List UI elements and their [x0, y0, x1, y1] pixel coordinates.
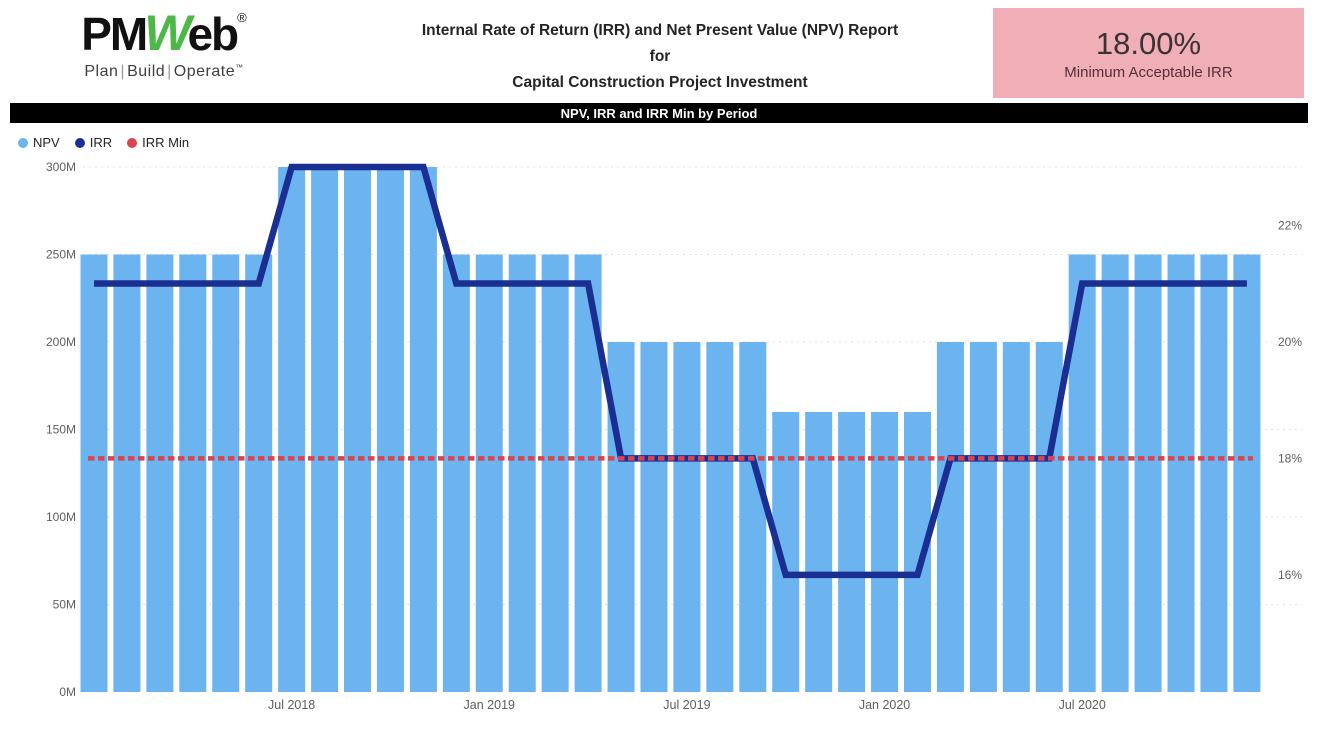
y-left-tick: 200M — [46, 335, 76, 349]
registered-mark: ® — [237, 10, 247, 25]
npv-bar[interactable]: Mar 2020 — NPV: 200M — [936, 342, 964, 692]
legend-item-irr-min[interactable]: IRR Min — [127, 135, 189, 150]
x-tick: Jul 2020 — [1059, 698, 1106, 712]
y-right-tick: 18% — [1278, 451, 1302, 465]
chart-legend: NPV IRR IRR Min — [18, 135, 198, 150]
legend-dot — [127, 137, 138, 148]
npv-bar[interactable]: Nov 2019 — NPV: 160M — [805, 412, 833, 692]
legend-label: IRR — [89, 135, 113, 150]
pmweb-logo-w: W — [144, 5, 191, 61]
legend-label: NPV — [33, 135, 60, 150]
pmweb-logo: PMWeb® Plan | Build | Operate™ — [64, 6, 264, 81]
y-right-tick: 22% — [1278, 218, 1302, 232]
y-left-tick: 250M — [46, 248, 76, 262]
legend-dot — [18, 137, 28, 148]
npv-bar[interactable]: Jul 2019 — NPV: 200M — [673, 342, 701, 692]
npv-bar[interactable]: Dec 2018 — NPV: 250M — [442, 254, 470, 693]
npv-bar[interactable]: Jun 2019 — NPV: 200M — [640, 342, 668, 692]
npv-bar[interactable]: Feb 2018 — NPV: 250M — [113, 254, 141, 693]
npv-bar[interactable]: Oct 2018 — NPV: 300M — [376, 167, 404, 692]
npv-bar[interactable]: Aug 2018 — NPV: 300M — [311, 167, 339, 692]
min-acceptable-irr-card: 18.00% Minimum Acceptable IRR — [993, 8, 1304, 98]
report-title-line2: for — [649, 48, 671, 65]
legend-item-irr[interactable]: IRR — [74, 135, 113, 150]
min-irr-value: 18.00% — [1095, 25, 1202, 61]
report-title: Internal Rate of Return (IRR) and Net Pr… — [320, 18, 1000, 96]
chart-title-bar: NPV, IRR and IRR Min by Period — [10, 103, 1308, 123]
npv-bar[interactable]: Jan 2020 — NPV: 160M — [871, 412, 899, 692]
npv-bar[interactable]: Feb 2019 — NPV: 250M — [508, 254, 536, 693]
npv-bar[interactable]: Jul 2018 — NPV: 300M — [278, 167, 306, 692]
npv-bar[interactable]: Dec 2019 — NPV: 160M — [838, 412, 866, 692]
report-title-line3: Capital Construction Project Investment — [512, 74, 808, 91]
y-left-tick: 100M — [46, 510, 76, 524]
legend-item-npv[interactable]: NPV — [18, 135, 60, 150]
x-tick: Jan 2019 — [464, 698, 515, 712]
npv-bar[interactable]: Apr 2018 — NPV: 250M — [179, 254, 207, 693]
npv-bar[interactable]: Sep 2020 — NPV: 250M — [1134, 254, 1162, 693]
npv-bar[interactable]: Oct 2020 — NPV: 250M — [1167, 254, 1195, 693]
y-right-tick: 20% — [1278, 335, 1302, 349]
npv-bar[interactable]: May 2020 — NPV: 200M — [1002, 342, 1030, 692]
x-tick: Jul 2019 — [663, 698, 710, 712]
npv-bar[interactable]: Apr 2020 — NPV: 200M — [969, 342, 997, 692]
npv-bar[interactable]: Nov 2020 — NPV: 250M — [1200, 254, 1228, 693]
chart-title: NPV, IRR and IRR Min by Period — [560, 105, 758, 121]
y-left-tick: 300M — [46, 160, 76, 174]
npv-irr-chart: Jan 2018 — NPV: 250MFeb 2018 — NPV: 250M… — [46, 160, 1302, 712]
x-tick: Jul 2018 — [268, 698, 315, 712]
y-left-tick: 150M — [46, 423, 76, 437]
npv-bar[interactable]: Sep 2018 — NPV: 300M — [344, 167, 372, 692]
npv-bar[interactable]: Jan 2018 — NPV: 250M — [80, 254, 108, 693]
legend-dot — [74, 137, 85, 148]
y-left-tick: 0M — [59, 685, 76, 699]
pmweb-tagline: Plan | Build | Operate™ — [84, 63, 244, 80]
npv-bar[interactable]: Sep 2019 — NPV: 200M — [739, 342, 767, 692]
y-left-tick: 50M — [53, 598, 76, 612]
npv-bar[interactable]: Jun 2018 — NPV: 250M — [245, 254, 273, 693]
npv-bar[interactable]: Dec 2020 — NPV: 250M — [1233, 254, 1261, 693]
legend-label: IRR Min — [142, 135, 190, 150]
pmweb-logo-text: PMWeb® — [81, 5, 247, 61]
npv-bar[interactable]: Nov 2018 — NPV: 300M — [409, 167, 437, 692]
x-tick: Jan 2020 — [859, 698, 910, 712]
npv-bar[interactable]: Mar 2018 — NPV: 250M — [146, 254, 174, 693]
trademark-mark: ™ — [235, 63, 244, 72]
npv-bar[interactable]: Jan 2019 — NPV: 250M — [475, 254, 503, 693]
npv-bar[interactable]: Mar 2019 — NPV: 250M — [541, 254, 569, 693]
npv-bar[interactable]: Aug 2019 — NPV: 200M — [706, 342, 734, 692]
report-title-line1: Internal Rate of Return (IRR) and Net Pr… — [421, 22, 899, 39]
npv-bar[interactable]: Aug 2020 — NPV: 250M — [1101, 254, 1129, 693]
min-irr-label: Minimum Acceptable IRR — [1064, 64, 1233, 82]
npv-bar[interactable]: May 2018 — NPV: 250M — [212, 254, 240, 693]
y-right-tick: 16% — [1278, 568, 1302, 582]
